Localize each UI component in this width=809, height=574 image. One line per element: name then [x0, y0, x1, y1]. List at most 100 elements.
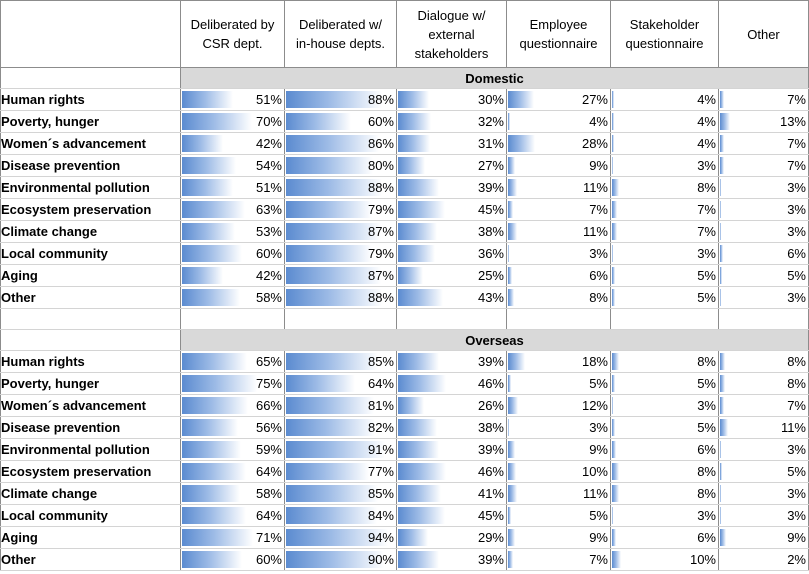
value-text: 39% — [477, 552, 504, 567]
value-cell: 26% — [396, 394, 507, 417]
value-text: 70% — [255, 114, 282, 129]
section-title: Overseas — [180, 329, 809, 351]
data-bar — [182, 551, 242, 568]
value-cell: 7% — [610, 198, 719, 221]
data-bar — [398, 267, 424, 284]
value-text: 87% — [367, 224, 394, 239]
value-cell: 8% — [610, 460, 719, 483]
value-cell: 31% — [396, 132, 507, 155]
value-cell: 66% — [180, 394, 285, 417]
table-row: Climate change 53% 87% 38% 11% 7% 3% — [0, 220, 809, 243]
data-bar — [398, 397, 425, 414]
value-text: 77% — [367, 464, 394, 479]
row-label: Environmental pollution — [0, 438, 181, 461]
value-text: 11% — [582, 224, 608, 239]
data-bar — [398, 223, 438, 240]
table-row: Other 58% 88% 43% 8% 5% 3% — [0, 286, 809, 309]
data-bar — [398, 463, 447, 480]
data-bar — [612, 179, 619, 196]
data-bar — [720, 157, 725, 174]
value-text: 29% — [477, 530, 504, 545]
value-text: 3% — [589, 420, 608, 435]
value-text: 79% — [367, 202, 394, 217]
data-bar — [612, 289, 616, 306]
data-bar — [612, 375, 616, 392]
data-bar — [398, 529, 428, 546]
value-cell: 81% — [284, 394, 397, 417]
value-text: 26% — [477, 398, 504, 413]
data-bar — [720, 135, 725, 152]
value-cell: 3% — [610, 242, 719, 265]
value-cell: 39% — [396, 350, 507, 373]
value-cell: 90% — [284, 548, 397, 571]
column-header-line: Deliberated w/ — [298, 17, 383, 32]
value-text: 53% — [255, 224, 282, 239]
data-bar — [720, 529, 726, 546]
spacer-cell — [0, 308, 181, 330]
data-bar — [286, 419, 376, 436]
data-bar — [612, 353, 619, 370]
value-cell: 18% — [506, 350, 611, 373]
data-bar — [508, 223, 518, 240]
column-header-line: questionnaire — [519, 36, 598, 51]
value-cell: 39% — [396, 176, 507, 199]
column-header-line: Other — [747, 26, 780, 42]
value-text: 5% — [787, 464, 806, 479]
row-label: Poverty, hunger — [0, 110, 181, 133]
value-cell: 11% — [718, 416, 809, 439]
data-bar — [398, 419, 438, 436]
value-text: 60% — [255, 552, 282, 567]
spacer-cell — [284, 308, 397, 330]
table-row: Local community 60% 79% 36% 3% 3% 6% — [0, 242, 809, 265]
row-label: Disease prevention — [0, 154, 181, 177]
spacer-cell — [506, 308, 611, 330]
data-bar — [508, 245, 510, 262]
value-cell: 9% — [506, 526, 611, 549]
data-bar — [182, 91, 233, 108]
value-text: 8% — [697, 180, 716, 195]
value-text: 7% — [589, 552, 608, 567]
value-cell: 70% — [180, 110, 285, 133]
value-cell: 63% — [180, 198, 285, 221]
value-text: 85% — [367, 486, 394, 501]
data-bar — [398, 353, 439, 370]
value-text: 30% — [477, 92, 504, 107]
value-cell: 32% — [396, 110, 507, 133]
row-label: Ecosystem preservation — [0, 198, 181, 221]
column-header: Deliberated w/in-house depts. — [284, 0, 397, 68]
value-text: 4% — [697, 136, 716, 151]
value-text: 56% — [255, 420, 282, 435]
value-text: 85% — [367, 354, 394, 369]
spacer-cell — [610, 308, 719, 330]
column-header-line: Employee — [529, 17, 588, 32]
column-header: Dialogue w/external stakeholders — [396, 0, 507, 68]
value-cell: 3% — [718, 220, 809, 243]
data-bar — [286, 223, 381, 240]
value-cell: 53% — [180, 220, 285, 243]
value-cell: 3% — [718, 198, 809, 221]
value-text: 65% — [255, 354, 282, 369]
data-bar — [508, 441, 516, 458]
value-text: 46% — [477, 376, 504, 391]
section-label-spacer — [0, 67, 181, 89]
value-cell: 64% — [180, 460, 285, 483]
data-bar — [398, 507, 446, 524]
value-cell: 51% — [180, 88, 285, 111]
value-text: 6% — [697, 530, 716, 545]
value-cell: 11% — [506, 482, 611, 505]
table-row: Ecosystem preservation 64% 77% 46% 10% 8% 5% — [0, 460, 809, 483]
data-bar — [398, 375, 447, 392]
corner-cell — [0, 0, 181, 68]
value-cell: 38% — [396, 220, 507, 243]
value-text: 8% — [697, 464, 716, 479]
value-cell: 7% — [718, 394, 809, 417]
data-bar — [720, 267, 723, 284]
value-text: 8% — [787, 376, 806, 391]
value-text: 3% — [787, 290, 806, 305]
value-text: 88% — [367, 180, 394, 195]
value-text: 31% — [477, 136, 504, 151]
value-text: 6% — [787, 246, 806, 261]
data-bar — [182, 289, 240, 306]
data-bar — [508, 201, 514, 218]
data-bar — [612, 267, 616, 284]
